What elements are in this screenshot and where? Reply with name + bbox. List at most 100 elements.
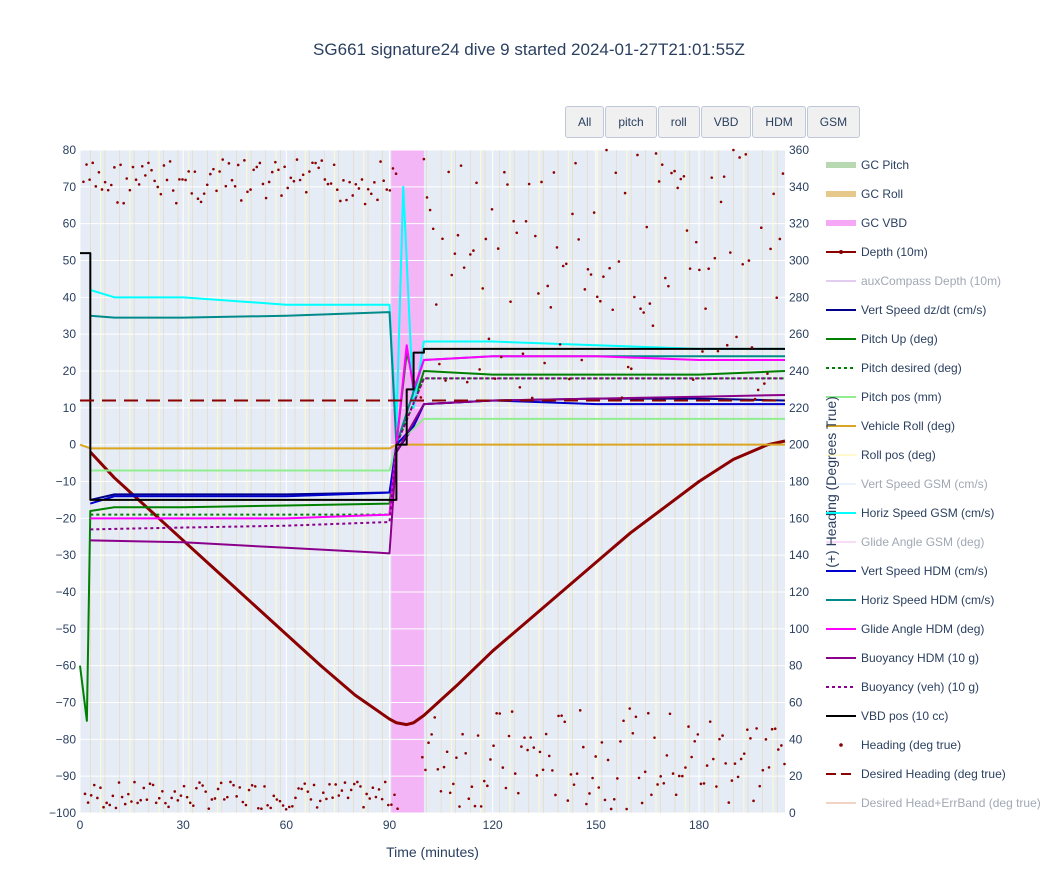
heading-point [756, 388, 760, 392]
heading-point [431, 227, 435, 231]
heading-point [642, 311, 645, 314]
heading-point [547, 754, 551, 758]
heading-point [201, 784, 204, 787]
pitch-button[interactable]: pitch [605, 106, 657, 138]
heading-point [123, 802, 127, 806]
legend-item[interactable]: Glide Angle GSM (deg) [826, 535, 984, 549]
legend-item[interactable]: Horiz Speed HDM (cm/s) [826, 593, 994, 607]
heading-point [388, 189, 392, 192]
legend-label: auxCompass Depth (10m) [861, 274, 1001, 288]
legend-item[interactable]: Pitch pos (mm) [826, 390, 942, 404]
heading-point [605, 148, 608, 152]
heading-point [773, 727, 777, 730]
heading-point [469, 253, 472, 256]
legend-label: Vert Speed dz/dt (cm/s) [861, 303, 986, 317]
legend-label: Vert Speed HDM (cm/s) [861, 564, 988, 578]
heading-point [595, 295, 599, 299]
heading-point [656, 783, 659, 786]
heading-point [244, 803, 248, 807]
legend-item[interactable]: Pitch Up (deg) [826, 332, 938, 346]
heading-point [419, 396, 423, 399]
heading-point [660, 163, 664, 166]
legend-item[interactable]: Buoyancy (veh) (10 g) [826, 680, 979, 694]
heading-point [524, 219, 528, 223]
legend-item[interactable]: Buoyancy HDM (10 g) [826, 651, 979, 665]
legend-item[interactable]: Heading (deg true) [839, 738, 961, 752]
legend-item[interactable]: Depth (10m) [826, 245, 928, 259]
legend-item[interactable]: Vert Speed GSM (cm/s) [826, 477, 988, 491]
legend-item[interactable]: Vert Speed dz/dt (cm/s) [826, 303, 986, 317]
heading-point [274, 160, 277, 164]
heading-point [348, 180, 351, 184]
legend-item[interactable]: Vehicle Roll (deg) [826, 419, 955, 433]
legend-item[interactable]: GC Roll [826, 187, 903, 201]
legend-item[interactable]: Vert Speed HDM (cm/s) [826, 564, 988, 578]
heading-point [187, 170, 190, 173]
heading-point [569, 773, 573, 776]
y2-tick-label: 240 [789, 364, 809, 378]
heading-point [385, 188, 389, 191]
legend-item[interactable]: Desired Heading (deg true) [826, 767, 1006, 781]
heading-point [746, 728, 749, 731]
heading-point [351, 194, 355, 197]
heading-point [722, 175, 726, 178]
heading-point [113, 166, 116, 169]
roll-button[interactable]: roll [657, 106, 700, 138]
legend-item[interactable]: Pitch desired (deg) [826, 361, 962, 375]
heading-point [320, 159, 324, 162]
y-tick-label: 30 [63, 327, 77, 341]
heading-point [130, 800, 133, 803]
hdm-button[interactable]: HDM [752, 106, 806, 138]
legend-item[interactable]: auxCompass Depth (10m) [826, 274, 1001, 288]
heading-point [357, 187, 361, 190]
legend: GC Pitch GC Roll GC VBD Depth (10m) auxCompa… [826, 158, 1041, 810]
heading-point [306, 790, 310, 793]
heading-point [755, 727, 758, 730]
heading-point [92, 783, 96, 787]
heading-point [691, 378, 695, 381]
legend-label: GC VBD [861, 216, 907, 230]
heading-point [359, 785, 362, 788]
heading-point [331, 796, 334, 799]
heading-point [453, 252, 457, 255]
gsm-button[interactable]: GSM [806, 106, 861, 138]
legend-item[interactable]: GC Pitch [826, 158, 909, 172]
heading-point [506, 183, 509, 186]
heading-point [566, 799, 570, 802]
heading-point [521, 352, 525, 356]
y-tick-label: −50 [56, 622, 77, 636]
series-buoyancy-veh-10-g [90, 377, 785, 531]
heading-point [156, 185, 160, 189]
heading-point [736, 775, 740, 779]
heading-point [235, 795, 238, 798]
heading-point [552, 171, 556, 174]
x-tick-label: 120 [483, 818, 503, 832]
y-tick-label: 40 [63, 290, 77, 304]
legend-item[interactable]: GC VBD [826, 216, 907, 230]
heading-point [461, 732, 464, 736]
heading-point [213, 797, 217, 800]
heading-point [671, 772, 675, 775]
heading-point [623, 191, 627, 195]
legend-item[interactable]: Horiz Speed GSM (cm/s) [826, 506, 994, 520]
legend-label: Horiz Speed GSM (cm/s) [861, 506, 994, 520]
legend-label: Glide Angle HDM (deg) [861, 622, 984, 636]
heading-point [171, 189, 175, 192]
heading-point [611, 308, 615, 312]
heading-point [100, 188, 104, 191]
heading-point [464, 751, 467, 755]
heading-point [198, 781, 201, 784]
vbd-button[interactable]: VBD [700, 106, 752, 138]
y2-tick-label: 40 [789, 732, 803, 746]
legend-item[interactable]: Desired Head+ErrBand (deg true) [826, 796, 1041, 810]
heading-point [546, 284, 550, 288]
heading-point [592, 211, 596, 214]
series-pitch-desired-deg [90, 377, 785, 516]
heading-point [612, 797, 616, 801]
heading-point [758, 784, 762, 788]
heading-point [564, 262, 568, 266]
legend-item[interactable]: Glide Angle HDM (deg) [826, 622, 984, 636]
all-button[interactable]: All [565, 106, 605, 138]
legend-item[interactable]: VBD pos (10 cc) [826, 709, 948, 723]
legend-item[interactable]: Roll pos (deg) [826, 448, 936, 462]
